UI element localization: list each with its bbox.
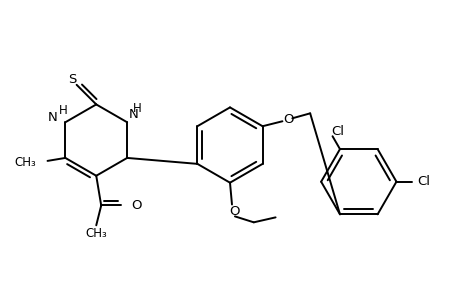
Text: N: N (48, 111, 57, 124)
Text: N: N (129, 108, 139, 121)
Text: O: O (229, 205, 240, 218)
Text: H: H (132, 102, 141, 115)
Text: O: O (131, 199, 141, 212)
Text: O: O (282, 113, 293, 126)
Text: CH₃: CH₃ (85, 227, 107, 240)
Text: Cl: Cl (330, 125, 343, 138)
Text: CH₃: CH₃ (14, 156, 35, 170)
Text: S: S (68, 74, 77, 86)
Text: Cl: Cl (417, 175, 430, 188)
Text: H: H (59, 104, 67, 117)
